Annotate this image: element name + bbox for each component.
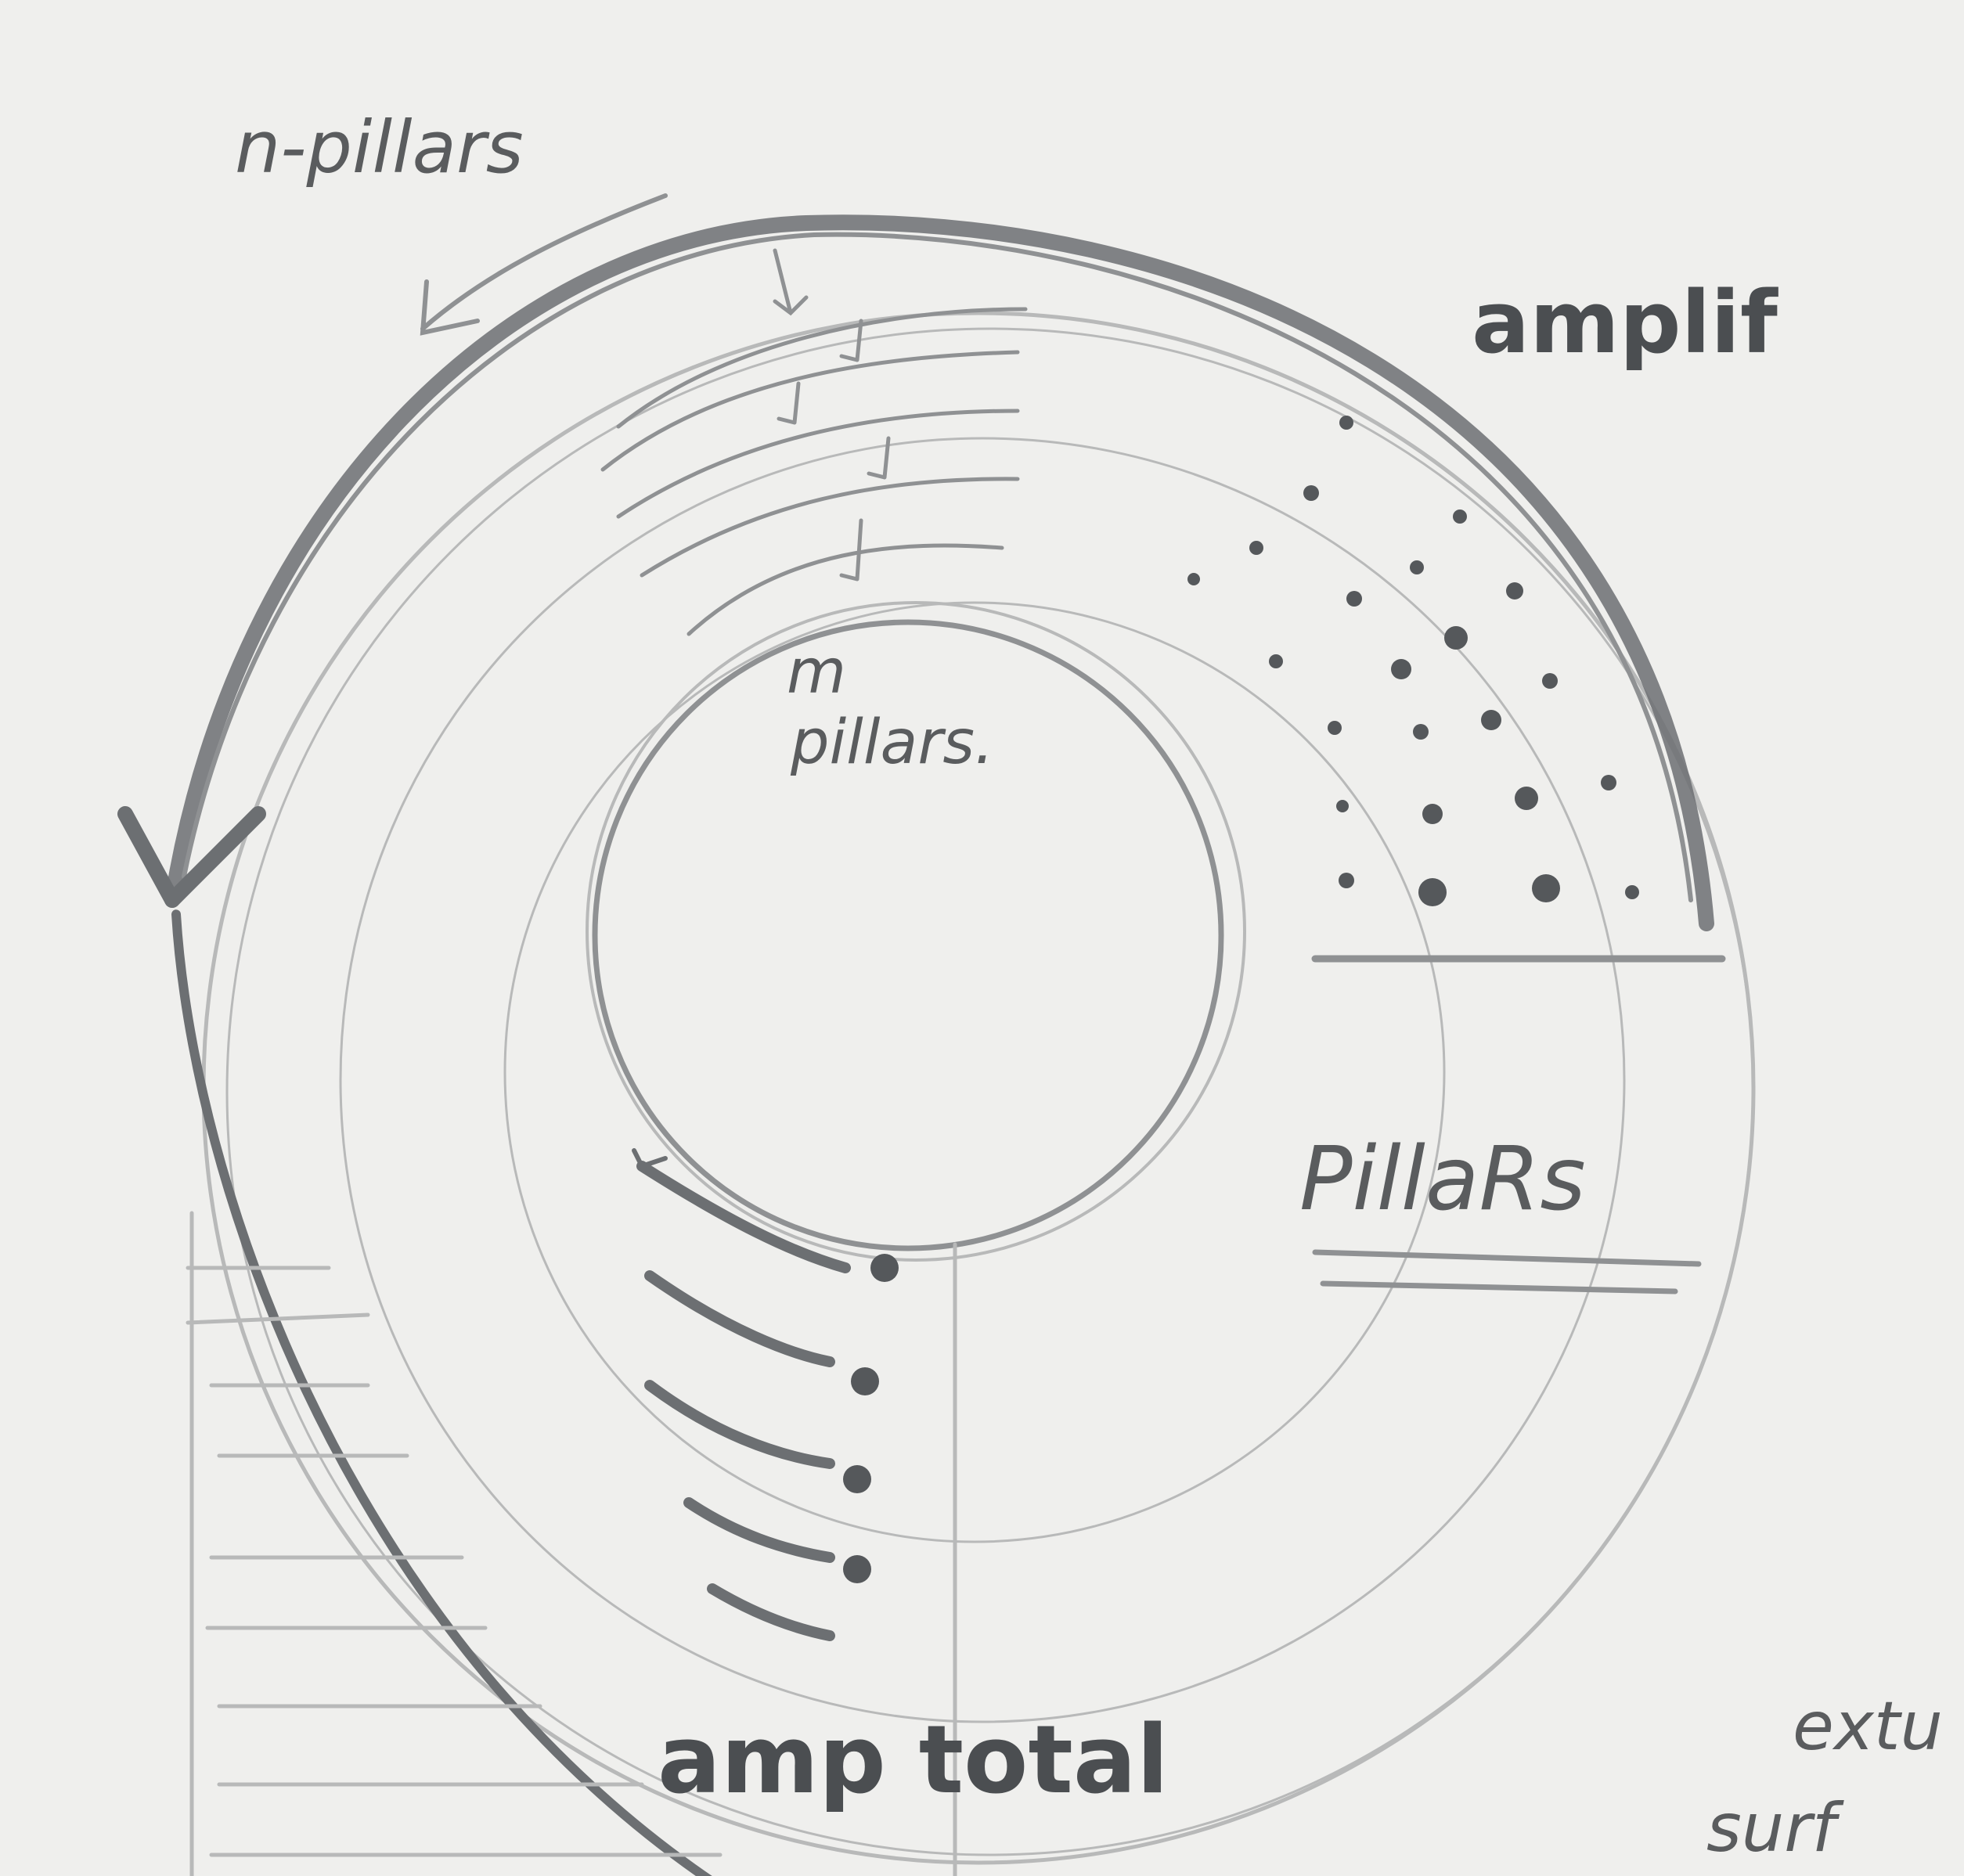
hatched-region	[186, 1211, 957, 1876]
middle-ring-2	[503, 601, 1446, 1543]
pillar-dots	[1187, 416, 1639, 906]
pillar-strokes	[632, 1148, 851, 1641]
pillars-underline-1	[1312, 1249, 1702, 1267]
middle-ring	[339, 437, 1626, 1723]
inner-circle	[592, 619, 1224, 1251]
n-pillars-arrowhead	[420, 279, 480, 336]
amp-total-label: amp total	[658, 1706, 1169, 1815]
amplif-arc-inner	[182, 232, 1693, 902]
surf-label: surf	[1706, 1789, 1845, 1867]
amplif-label: amplif	[1472, 272, 1778, 373]
layer-arrows	[773, 248, 891, 582]
n-pillars-label: n-pillars	[235, 106, 524, 189]
pillars-label: PillaRs	[1299, 1129, 1586, 1230]
pillars-underline-2	[1320, 1280, 1678, 1294]
arc-arrowhead	[117, 806, 266, 908]
n-pillars-arrow	[420, 193, 668, 331]
inner-circle-echo	[586, 601, 1246, 1262]
m-pillars-label: pillars.	[790, 708, 994, 778]
outer-ring-echo	[225, 327, 1755, 1856]
extra-label: extu	[1793, 1687, 1943, 1766]
amplif-arc	[164, 214, 1714, 931]
m-label: m	[787, 637, 846, 708]
amp-total-arc	[171, 909, 713, 1876]
layered-arcs	[600, 307, 1028, 636]
pillar-nodes	[843, 1254, 899, 1583]
